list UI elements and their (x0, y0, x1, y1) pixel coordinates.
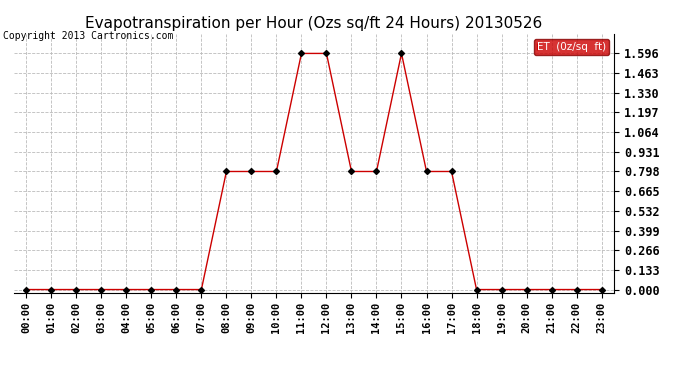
Legend: ET  (0z/sq  ft): ET (0z/sq ft) (533, 39, 609, 55)
Title: Evapotranspiration per Hour (Ozs sq/ft 24 Hours) 20130526: Evapotranspiration per Hour (Ozs sq/ft 2… (86, 16, 542, 31)
Text: Copyright 2013 Cartronics.com: Copyright 2013 Cartronics.com (3, 32, 174, 41)
